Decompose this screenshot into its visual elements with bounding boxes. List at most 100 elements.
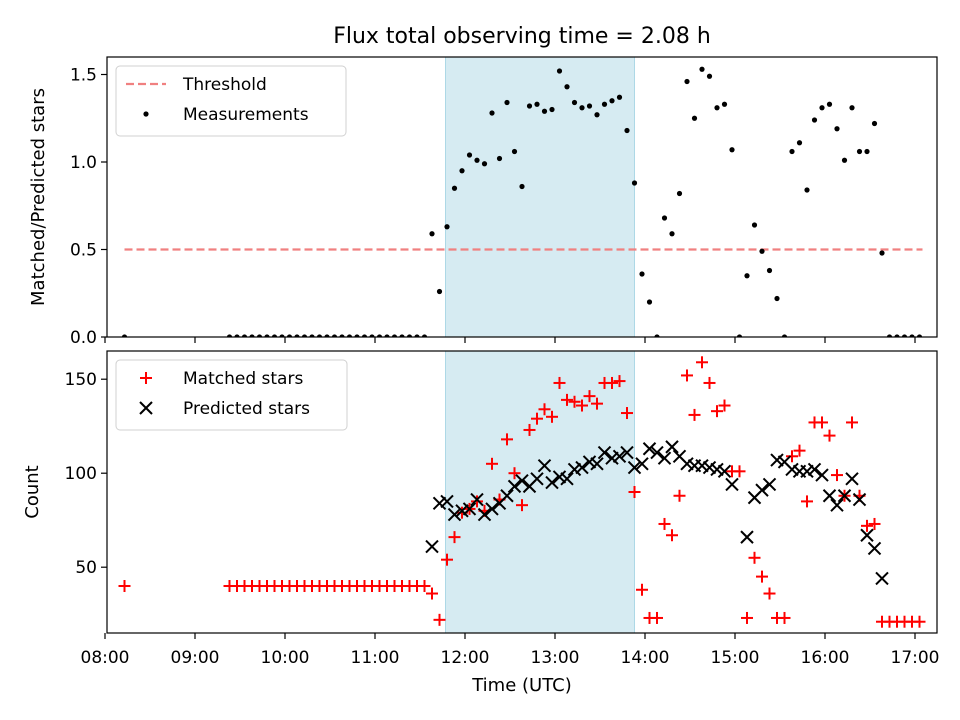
matched-star-point bbox=[673, 489, 686, 502]
measurement-point bbox=[534, 101, 540, 107]
predicted-star-point bbox=[590, 457, 604, 471]
matched-star-point bbox=[628, 486, 641, 498]
measurement-point bbox=[871, 120, 878, 127]
predicted-star-point bbox=[852, 492, 867, 507]
legend-box bbox=[115, 65, 347, 137]
y-tick-label: 100 bbox=[65, 464, 97, 484]
measurement-point bbox=[511, 148, 518, 155]
matched-star-point bbox=[688, 408, 701, 421]
y-tick-label: 50 bbox=[75, 558, 97, 578]
measurement-point bbox=[624, 127, 630, 134]
measurement-point bbox=[864, 148, 870, 155]
legend-x-swatch bbox=[139, 401, 153, 415]
observing-span bbox=[445, 350, 635, 634]
x-tick-label: 16:00 bbox=[801, 648, 850, 668]
matched-star-point bbox=[711, 405, 723, 418]
matched-star-point bbox=[546, 410, 558, 423]
predicted-star-point bbox=[530, 472, 544, 486]
measurement-point bbox=[909, 334, 915, 337]
predicted-star-point bbox=[620, 445, 634, 460]
matched-star-point bbox=[433, 613, 446, 626]
predicted-star-point bbox=[837, 489, 852, 503]
measurement-point bbox=[729, 147, 735, 153]
matched-star-point bbox=[523, 423, 536, 436]
legend-label: Matched stars bbox=[183, 369, 303, 389]
measurement-point bbox=[736, 334, 743, 337]
predicted-star-point bbox=[822, 489, 837, 503]
measurement-point bbox=[451, 185, 458, 191]
x-tick-label: 11:00 bbox=[351, 648, 400, 668]
legend-dot-swatch bbox=[143, 111, 149, 117]
measurement-point bbox=[646, 299, 653, 305]
predicted-star-point bbox=[597, 445, 612, 460]
measurement-point bbox=[594, 112, 600, 118]
predicted-star-point bbox=[477, 507, 492, 522]
predicted-star-point bbox=[575, 460, 589, 475]
measurement-point bbox=[564, 84, 570, 90]
measurement-point bbox=[496, 155, 503, 162]
matched-star-point bbox=[591, 397, 603, 410]
predicted-star-point bbox=[867, 541, 882, 556]
matched-star-point bbox=[471, 495, 483, 508]
measurement-point bbox=[376, 334, 383, 337]
matched-star-point bbox=[868, 517, 881, 530]
matched-star-point bbox=[441, 553, 453, 566]
measurement-point bbox=[294, 334, 300, 337]
measurement-point bbox=[916, 334, 923, 337]
measurement-point bbox=[504, 99, 510, 106]
measurement-point bbox=[346, 334, 353, 337]
matched-star-point bbox=[583, 390, 596, 403]
predicted-star-point bbox=[560, 472, 574, 486]
legend-label: Threshold bbox=[182, 75, 267, 95]
measurement-point bbox=[271, 334, 278, 337]
measurement-point bbox=[324, 334, 330, 337]
measurement-point bbox=[421, 334, 428, 337]
predicted-star-point bbox=[462, 502, 477, 516]
measurement-point bbox=[691, 115, 698, 121]
matched-star-point bbox=[696, 356, 708, 369]
measurement-point bbox=[226, 334, 233, 337]
plot-area bbox=[121, 66, 923, 337]
measurement-point bbox=[241, 334, 248, 337]
predicted-star-point bbox=[642, 442, 657, 456]
measurement-point bbox=[856, 148, 863, 155]
predicted-star-point bbox=[650, 445, 664, 460]
matched-star-point bbox=[733, 465, 746, 478]
matched-star-point bbox=[553, 376, 566, 389]
measurement-point bbox=[766, 267, 773, 274]
matched-star-point bbox=[418, 580, 431, 592]
measurement-point bbox=[841, 157, 848, 163]
matched-star-point bbox=[741, 611, 753, 624]
matched-star-point bbox=[763, 587, 776, 600]
matched-star-point bbox=[426, 587, 438, 600]
measurement-point bbox=[121, 334, 128, 337]
y-axis-label: Count bbox=[22, 465, 43, 518]
x-tick-label: 12:00 bbox=[441, 648, 490, 668]
measurement-point bbox=[661, 215, 668, 221]
matched-star-point bbox=[568, 395, 581, 408]
measurement-point bbox=[676, 190, 683, 197]
measurement-point bbox=[406, 334, 413, 337]
measurement-point bbox=[256, 334, 263, 337]
measurement-point bbox=[639, 271, 645, 277]
matched-star-point bbox=[621, 407, 633, 420]
measurement-point bbox=[429, 231, 435, 237]
matched-star-point bbox=[613, 375, 626, 388]
matched-star-point bbox=[748, 551, 761, 564]
measurement-point bbox=[631, 180, 638, 186]
measurement-point bbox=[886, 334, 893, 337]
measurement-point bbox=[706, 73, 713, 79]
matched-star-point bbox=[913, 615, 926, 628]
measurement-point bbox=[819, 105, 825, 111]
measurement-point bbox=[384, 334, 390, 337]
predicted-star-point bbox=[500, 489, 514, 503]
matched-star-point bbox=[861, 519, 873, 532]
y-tick-label: 1.0 bbox=[70, 153, 97, 173]
y-tick-label: 1.5 bbox=[70, 66, 97, 86]
x-tick-label: 10:00 bbox=[261, 648, 310, 668]
x-tick-label: 17:00 bbox=[891, 648, 940, 668]
matched-star-point bbox=[703, 376, 716, 389]
matched-star-point bbox=[508, 467, 521, 480]
predicted-star-point bbox=[485, 502, 499, 516]
